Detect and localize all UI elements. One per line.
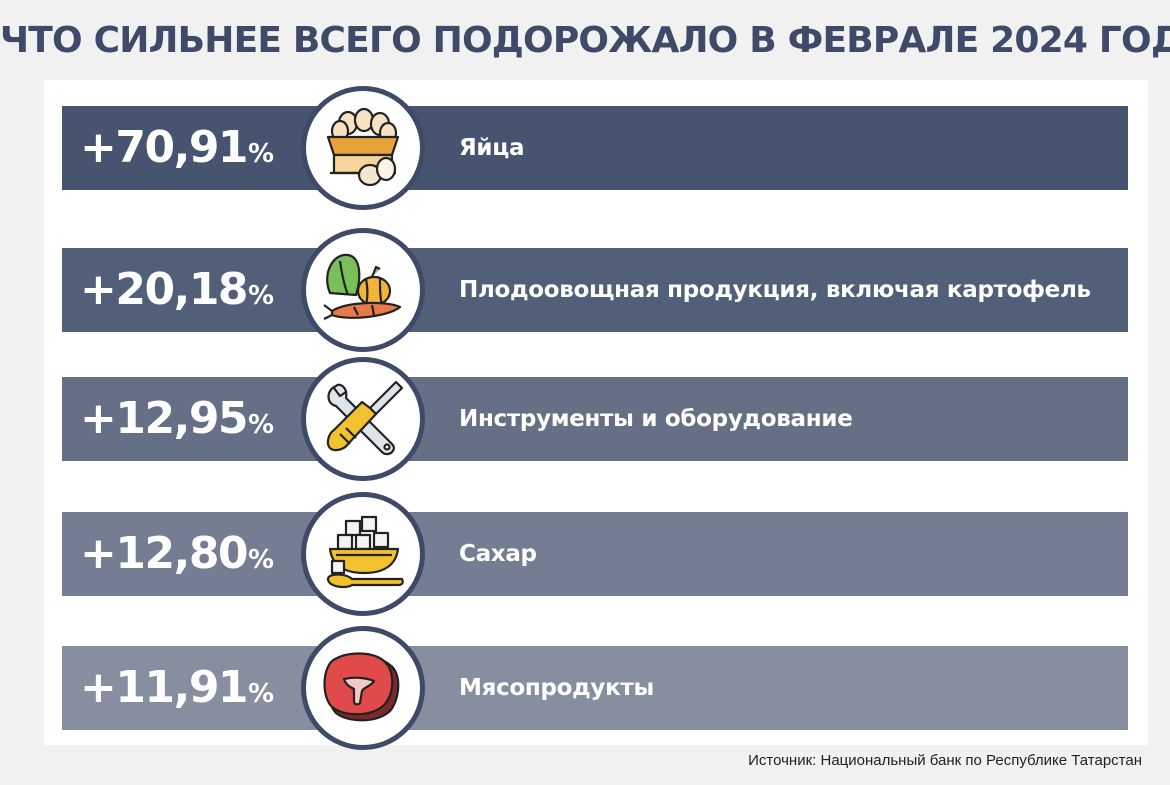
value-label: +12,95% (80, 393, 275, 444)
bar-row-vegetables: +20,18% Плодоовощная продукция, включая … (62, 228, 1128, 352)
bar (62, 248, 1128, 332)
value-label: +20,18% (80, 264, 275, 315)
page-title: ЧТО СИЛЬНЕЕ ВСЕГО ПОДОРОЖАЛО В ФЕВРАЛЕ 2… (0, 20, 1170, 61)
source-note: Источник: Национальный банк по Республик… (748, 752, 1142, 769)
bar (62, 646, 1128, 730)
value-label: +11,91% (80, 662, 275, 713)
tools-icon (301, 357, 425, 481)
eggs-basket-icon (301, 86, 425, 210)
bar-row-meat: +11,91% Мясопродукты (62, 626, 1128, 750)
bar (62, 512, 1128, 596)
meat-icon (301, 626, 425, 750)
bar (62, 106, 1128, 190)
category-label: Яйца (459, 135, 525, 161)
vegetables-icon (301, 228, 425, 352)
category-label: Плодоовощная продукция, включая картофел… (459, 277, 1091, 303)
category-label: Мясопродукты (459, 675, 654, 701)
bar-row-eggs: +70,91% Яйца (62, 86, 1128, 210)
value-label: +70,91% (80, 122, 275, 173)
category-label: Инструменты и оборудование (459, 406, 853, 432)
value-label: +12,80% (80, 528, 275, 579)
bar-row-sugar: +12,80% Сахар (62, 492, 1128, 616)
category-label: Сахар (459, 541, 537, 567)
bar-row-tools: +12,95% Инструменты и оборудование (62, 357, 1128, 481)
sugar-icon (301, 492, 425, 616)
bar (62, 377, 1128, 461)
